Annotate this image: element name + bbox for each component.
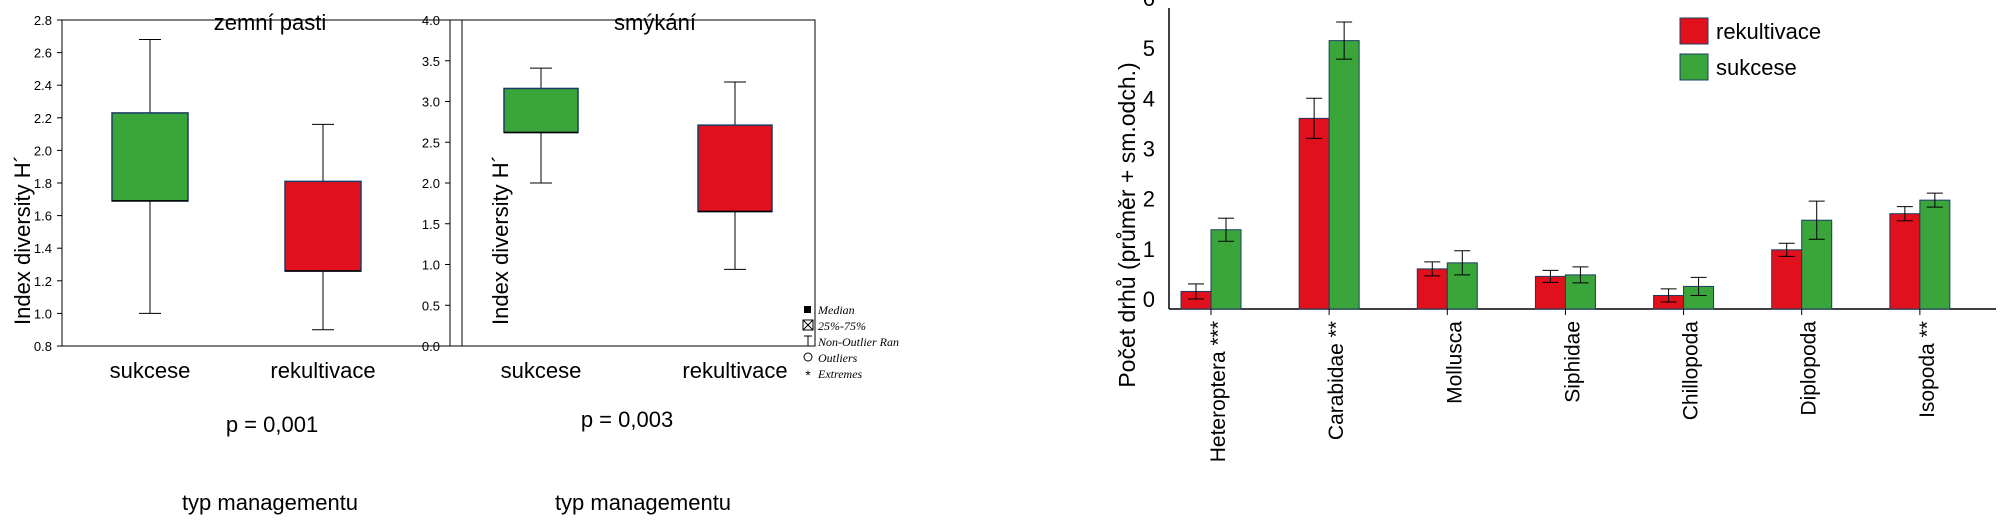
box-rekultivace xyxy=(697,124,773,213)
y-axis-label: Počet drhů (průměr + sm.odch.) xyxy=(1114,62,1140,387)
y-tick-label: 2.2 xyxy=(34,111,52,126)
y-tick-label: 2.5 xyxy=(422,135,440,150)
y-tick-label: 4.0 xyxy=(422,13,440,28)
y-axis-label: Index diversity H´ xyxy=(10,155,35,325)
category-label: Heteroptera *** xyxy=(1207,321,1230,462)
chart-title: smýkání xyxy=(614,10,696,35)
y-tick-label: 5 xyxy=(1143,36,1155,61)
y-tick-label: 1.8 xyxy=(34,176,52,191)
legend-label: Median xyxy=(817,303,855,317)
legend-swatch-sukcese xyxy=(1679,53,1709,81)
y-tick-label: 3.0 xyxy=(422,95,440,110)
category-label: Carabidae ** xyxy=(1325,321,1348,440)
y-tick-label: 1.4 xyxy=(34,241,52,256)
bar-rekultivace xyxy=(1771,249,1803,310)
p-value-annotation: p = 0,001 xyxy=(226,412,318,437)
category-label: Isopoda ** xyxy=(1916,321,1939,418)
y-tick-label: 0.0 xyxy=(422,339,440,354)
bar-rekultivace xyxy=(1889,213,1921,310)
bar-legend: rekultivace sukcese xyxy=(1679,17,1821,81)
y-tick-label: 2.6 xyxy=(34,46,52,61)
category-label: rekultivace xyxy=(682,358,787,383)
boxplot-legend: Median 25%-75% Non-Outlier Ran Outliers * Ext… xyxy=(802,303,899,383)
y-tick-label: 0.5 xyxy=(422,298,440,313)
category-label: sukcese xyxy=(110,358,191,383)
category-label: Chillopoda xyxy=(1680,321,1703,421)
legend-label: rekultivace xyxy=(1716,19,1821,44)
category-label: Diplopoda xyxy=(1798,321,1821,416)
bar-chart-pocet-druhu: Počet drhů (průměr + sm.odch.) 0 1 2 3 4 5 6 He… xyxy=(1114,0,1996,462)
y-tick-label: 3 xyxy=(1143,137,1155,162)
y-tick-label: 2.8 xyxy=(34,13,52,28)
y-tick-label: 1.5 xyxy=(422,217,440,232)
legend-box-icon xyxy=(802,319,814,331)
y-tick-label: 1 xyxy=(1143,237,1155,262)
legend-label: Non-Outlier Ran xyxy=(817,335,899,349)
y-tick-label: 3.5 xyxy=(422,54,440,69)
bar-sukcese xyxy=(1328,40,1360,310)
legend-whisker-icon xyxy=(804,335,812,347)
legend-outlier-icon xyxy=(803,352,813,362)
x-axis-label: typ managementu xyxy=(555,490,731,515)
box-sukcese xyxy=(503,87,579,134)
y-tick-label: 0.8 xyxy=(34,339,52,354)
legend-label: sukcese xyxy=(1716,55,1797,80)
category-label: sukcese xyxy=(501,358,582,383)
bar-sukcese xyxy=(1210,229,1242,310)
legend-label: 25%-75% xyxy=(818,319,866,333)
bar-sukcese xyxy=(1919,199,1951,310)
y-axis-label: Index diversity H´ xyxy=(488,155,513,325)
y-tick-label: 1.2 xyxy=(34,274,52,289)
y-tick-label: 2 xyxy=(1143,187,1155,212)
bar-rekultivace xyxy=(1298,117,1330,310)
y-tick-label: 0 xyxy=(1143,287,1155,312)
category-label: Mollusca xyxy=(1443,321,1466,404)
y-tick-label: 6 xyxy=(1143,0,1155,11)
y-tick-label: 2.0 xyxy=(34,143,52,158)
category-label: Siphidae xyxy=(1561,321,1584,403)
chart-title: zemní pasti xyxy=(214,10,327,35)
x-axis-label: typ managementu xyxy=(182,490,358,515)
category-label: rekultivace xyxy=(270,358,375,383)
boxplot-zemni-pasti: zemní pasti Index diversity H´ typ manag… xyxy=(10,10,463,515)
legend-box-cross xyxy=(802,319,814,331)
legend-median-icon xyxy=(804,306,811,313)
legend-swatch-rekultivace xyxy=(1679,17,1709,45)
legend-label: Outliers xyxy=(818,351,858,365)
y-tick-label: 2.0 xyxy=(422,176,440,191)
boxplot-smykani: smýkání Index diversity H´ typ managemen… xyxy=(422,10,899,515)
bar-sukcese xyxy=(1564,274,1596,310)
legend-box-outline xyxy=(802,319,814,331)
y-tick-label: 1.0 xyxy=(34,306,52,321)
legend-extreme-icon: * xyxy=(805,367,811,383)
legend-label: Extremes xyxy=(817,367,863,381)
box-rekultivace xyxy=(284,180,362,272)
y-tick-label: 1.6 xyxy=(34,209,52,224)
box-sukcese xyxy=(111,112,189,202)
y-tick-label: 1.0 xyxy=(422,258,440,273)
y-tick-label: 4 xyxy=(1143,86,1155,111)
p-value-annotation: p = 0,003 xyxy=(581,407,673,432)
y-tick-label: 2.4 xyxy=(34,78,52,93)
